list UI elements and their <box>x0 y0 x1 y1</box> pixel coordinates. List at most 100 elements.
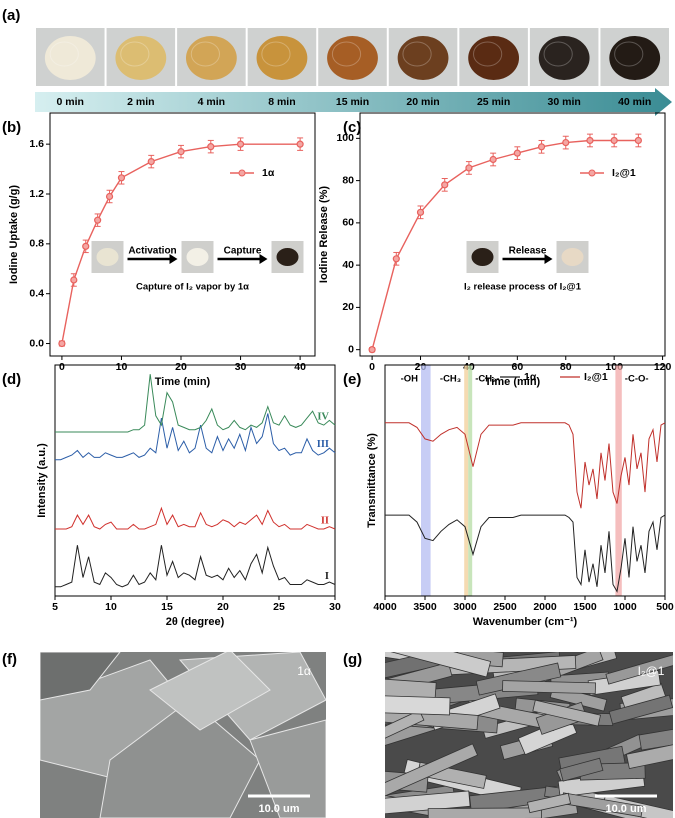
x-tick-label: 20 <box>415 361 427 373</box>
photo-sample <box>331 41 362 67</box>
y-tick-label: 0.0 <box>29 337 44 349</box>
data-point <box>177 148 185 156</box>
crystal-rod <box>502 680 596 695</box>
legend-label: I₂@1 <box>584 371 608 383</box>
time-label: 15 min <box>336 96 369 108</box>
band-label: -CH₃ <box>440 374 461 385</box>
time-label: 20 min <box>406 96 439 108</box>
crystal-rod <box>427 807 542 818</box>
inset-arrowhead <box>259 254 268 264</box>
y-tick-label: 0.4 <box>29 287 44 299</box>
legend-label: 1α <box>524 371 537 383</box>
scale-bar-label: 10.0 um <box>259 803 300 815</box>
crystal-rod <box>527 792 572 814</box>
x-tick-label: 60 <box>511 361 523 373</box>
data-point <box>513 149 521 157</box>
y-tick-label: 1.2 <box>29 188 44 200</box>
x-axis-title: Time (min) <box>485 376 541 388</box>
inset-arrowhead <box>544 254 553 264</box>
data-point <box>70 276 78 284</box>
x-tick-label: 120 <box>654 361 672 373</box>
data-point <box>586 136 594 145</box>
series-line <box>385 514 666 593</box>
plot-frame <box>384 364 666 597</box>
photo-sample <box>402 41 432 67</box>
y-tick-label: 20 <box>342 301 354 313</box>
data-point <box>562 138 570 147</box>
data-point <box>537 143 546 151</box>
crystal-plate <box>40 652 121 701</box>
crystal-rod <box>385 790 471 816</box>
x-tick-label: 25 <box>273 601 285 613</box>
panel-label: (g) <box>343 651 362 668</box>
y-tick-label: 60 <box>342 217 354 229</box>
x-tick-label: 500 <box>656 601 674 613</box>
highlight-band <box>464 365 469 596</box>
data-point <box>441 181 449 189</box>
micrograph <box>40 652 326 818</box>
data-point <box>147 158 155 166</box>
y-tick-label: 80 <box>342 174 354 186</box>
data-point <box>82 242 90 250</box>
plot-frame <box>54 364 336 597</box>
crystal-rod <box>625 739 673 770</box>
legend-marker <box>238 169 246 177</box>
crystal-rod <box>608 694 673 725</box>
data-point <box>368 346 376 354</box>
crystal-rod <box>559 757 604 782</box>
data-point <box>236 140 245 148</box>
time-arrow <box>35 88 672 116</box>
x-tick-label: 30 <box>329 601 341 613</box>
panel-label: (b) <box>2 119 21 136</box>
panel-label: (e) <box>343 371 361 388</box>
highlight-band <box>468 365 473 596</box>
series-label: IV <box>317 411 329 422</box>
photo-sample <box>543 41 573 67</box>
inset-sample <box>471 248 494 266</box>
legend-marker <box>588 169 596 177</box>
x-axis-title: Time (min) <box>155 376 211 388</box>
inset-sample <box>561 248 584 266</box>
photo-sample <box>49 41 79 67</box>
time-label: 25 min <box>477 96 510 108</box>
y-axis-title: Intensity (a.u.) <box>36 443 48 518</box>
series-label: III <box>317 439 329 450</box>
x-tick-label: 3000 <box>453 601 477 613</box>
series-label: I <box>325 571 329 582</box>
crystal-rod <box>385 695 451 716</box>
panel-label: (f) <box>2 651 17 668</box>
time-label: 40 min <box>618 96 651 108</box>
panel-label: (a) <box>2 7 20 24</box>
inset-caption: I₂ release process of I₂@1 <box>464 282 582 293</box>
series-line <box>55 545 336 588</box>
legend-label: I₂@1 <box>612 167 636 179</box>
y-axis-title: Iodine Uptake (g/g) <box>8 185 20 284</box>
x-tick-label: 80 <box>560 361 572 373</box>
x-tick-label: 2500 <box>493 601 517 613</box>
time-label: 0 min <box>57 96 84 108</box>
x-tick-label: 3500 <box>413 601 437 613</box>
data-point <box>105 192 114 201</box>
crystal-rod <box>385 652 492 678</box>
x-tick-label: 10 <box>105 601 117 613</box>
series-line <box>55 374 336 433</box>
data-point <box>207 143 215 151</box>
plot-frame <box>359 112 666 357</box>
legend-label: 1α <box>262 167 275 179</box>
series-label: II <box>321 515 329 526</box>
inset-arrowhead <box>169 254 178 264</box>
inset-sample <box>186 248 209 266</box>
time-label: 8 min <box>268 96 295 108</box>
panel-label: (c) <box>343 119 361 136</box>
x-tick-label: 20 <box>217 601 229 613</box>
x-tick-label: 20 <box>175 361 187 373</box>
photo-sample <box>190 41 220 67</box>
series-line <box>55 413 336 461</box>
band-label: -C-O- <box>625 374 649 385</box>
y-tick-label: 40 <box>342 259 354 271</box>
x-axis-title: Wavenumber (cm⁻¹) <box>473 616 578 628</box>
data-point <box>489 155 497 164</box>
x-tick-label: 1000 <box>613 601 637 613</box>
photo-sample <box>614 41 644 67</box>
sample-label: I₂@1 <box>638 664 665 678</box>
